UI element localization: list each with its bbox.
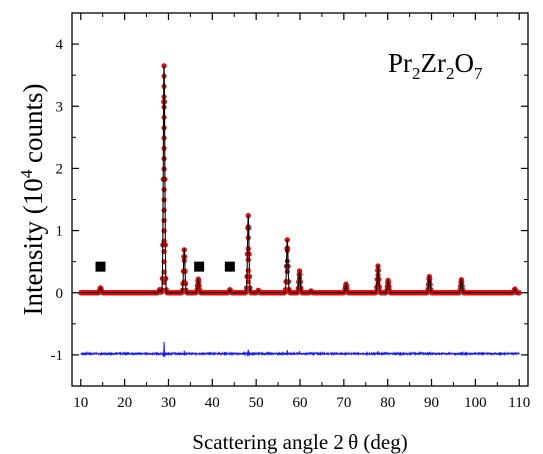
- observed-point: [161, 187, 167, 193]
- x-tick-label: 10: [73, 395, 88, 411]
- observed-point: [161, 228, 167, 234]
- observed-point: [181, 268, 187, 274]
- observed-point: [284, 269, 290, 275]
- plot-data-layer: [78, 63, 522, 357]
- calculated-curve: [80, 65, 520, 294]
- y-tick-label: 4: [56, 37, 64, 53]
- axis-ticks-layer: [72, 13, 528, 386]
- observed-point: [296, 282, 303, 289]
- observed-point: [161, 217, 167, 224]
- chart-text-layer: 10 20 30 40 50 60 70 80 90 100 110 -1 0 1 2 3 4 Scatterin…: [17, 37, 530, 454]
- observed-point: [161, 166, 167, 172]
- observed-point: [161, 197, 167, 203]
- y-tick-label: 0: [56, 286, 64, 302]
- x-axis-title: Scattering angle 2 θ (deg): [192, 430, 407, 454]
- difference-curve: [80, 341, 520, 357]
- observed-point: [375, 272, 381, 278]
- x-tick-label: 60: [293, 395, 308, 411]
- observed-point: [161, 156, 167, 162]
- y-tick-label: -1: [51, 348, 64, 364]
- observed-point: [161, 207, 167, 213]
- x-tick-label: 50: [249, 395, 264, 411]
- x-tick-label: 110: [508, 395, 530, 411]
- observed-series: [78, 63, 522, 296]
- observed-point: [284, 258, 290, 264]
- observed-point: [245, 235, 251, 241]
- compound-label: Pr2Zr2O7: [388, 48, 483, 83]
- impurity-marker: [95, 261, 106, 272]
- x-tick-label: 90: [424, 395, 439, 411]
- observed-point: [245, 268, 251, 274]
- impurity-marker: [194, 261, 205, 272]
- observed-point: [161, 176, 167, 182]
- observed-point: [245, 257, 251, 263]
- x-tick-label: 30: [161, 395, 176, 411]
- x-tick-label: 70: [336, 395, 351, 411]
- x-tick-label: 100: [464, 395, 487, 411]
- x-tick-label: 80: [380, 395, 395, 411]
- observed-point: [296, 275, 303, 281]
- observed-point: [245, 246, 251, 252]
- impurity-marker: [224, 261, 235, 272]
- x-tick-label: 20: [117, 395, 132, 411]
- y-axis-title: Intensity (104 counts): [17, 84, 48, 316]
- x-tick-label: 40: [205, 395, 220, 411]
- y-tick-label: 3: [56, 99, 64, 115]
- observed-point: [375, 281, 381, 287]
- observed-point: [161, 135, 167, 141]
- observed-point: [181, 257, 187, 264]
- observed-point: [161, 125, 167, 131]
- y-tick-label: 2: [56, 161, 64, 177]
- observed-point: [161, 145, 167, 151]
- y-tick-label: 1: [56, 224, 64, 240]
